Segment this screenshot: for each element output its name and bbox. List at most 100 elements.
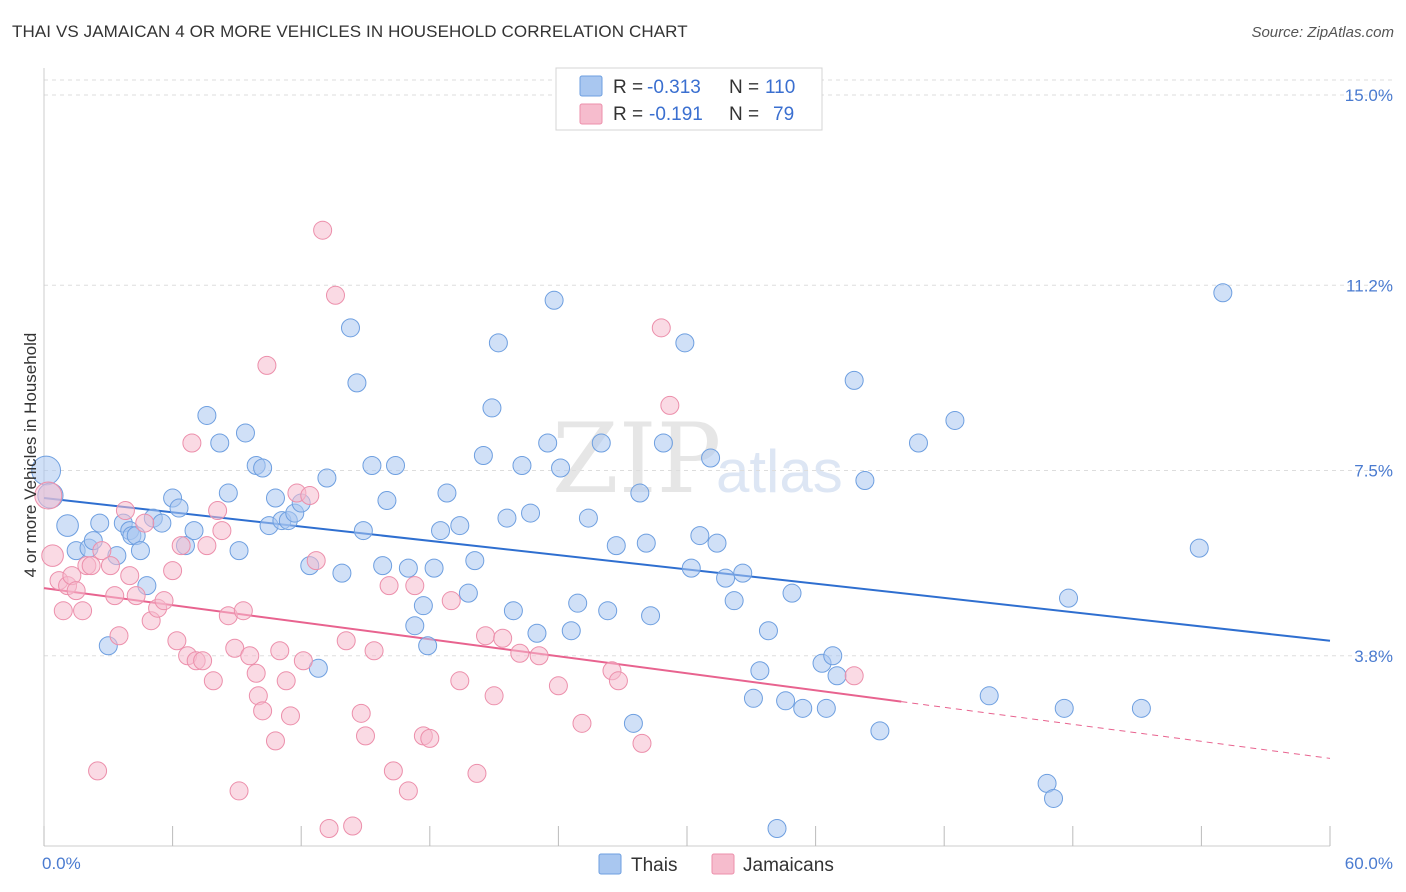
jamaican-point (420, 728, 440, 748)
thai-point (675, 333, 695, 353)
y-tick-label: 15.0% (1345, 86, 1393, 105)
thai-point (152, 513, 172, 533)
thai-point (653, 433, 673, 453)
thai-point (317, 468, 337, 488)
jamaican-point (182, 433, 202, 453)
jamaican-point (257, 355, 277, 375)
jamaican-point (240, 646, 260, 666)
thai-point (527, 623, 547, 643)
thai-point (707, 533, 727, 553)
thai-point (347, 373, 367, 393)
thai-point (503, 601, 523, 621)
jamaican-point (154, 591, 174, 611)
legend-jamaican-r-value: -0.191 (649, 104, 703, 125)
thai-point (793, 698, 813, 718)
thai-point (716, 568, 736, 588)
thai-point (743, 688, 763, 708)
thai-point (538, 433, 558, 453)
x-tick-label: 60.0% (1345, 854, 1393, 873)
jamaican-point (171, 536, 191, 556)
jamaican-point (405, 576, 425, 596)
thai-point (945, 410, 965, 430)
thai-point (488, 333, 508, 353)
jamaican-point (529, 646, 549, 666)
jamaican-point (34, 481, 63, 510)
thai-point (418, 636, 438, 656)
jamaican-point (109, 626, 129, 646)
jamaican-point (270, 641, 290, 661)
jamaican-point (276, 671, 296, 691)
thai-point (253, 458, 273, 478)
jamaican-point (105, 586, 125, 606)
thai-point (1054, 698, 1074, 718)
legend-thai-n-label: N = (729, 77, 759, 98)
thai-point (130, 541, 150, 561)
jamaican-point (197, 536, 217, 556)
thai-point (776, 691, 796, 711)
jamaican-point (398, 781, 418, 801)
jamaican-point (336, 631, 356, 651)
jamaican-point (100, 556, 120, 576)
thai-point (184, 521, 204, 541)
jamaican-point (343, 816, 363, 836)
thai-point (606, 536, 626, 556)
thai-point (690, 526, 710, 546)
jamaican-point (379, 576, 399, 596)
y-axis-title: 4 or more Vehicles in Household (21, 333, 40, 578)
jamaican-point (510, 643, 530, 663)
data-points (31, 220, 1233, 838)
jamaican-point (356, 726, 375, 746)
thai-point (1059, 588, 1079, 608)
jamaican-point (225, 638, 245, 658)
thai-point (908, 433, 928, 453)
jamaican-point (41, 544, 64, 567)
thai-point (551, 458, 571, 478)
jamaican-point (73, 601, 93, 621)
thai-point (521, 503, 541, 523)
jamaican-point (167, 631, 187, 651)
jamaican-point (660, 395, 680, 415)
thai-point (512, 456, 532, 476)
legend-thai-n-value: 110 (765, 77, 795, 98)
legend-thai-r-value: -0.313 (647, 77, 701, 98)
jamaican-point (229, 781, 249, 801)
y-tick-label: 11.2% (1346, 276, 1393, 295)
thai-point (782, 583, 802, 603)
legend-thai-r-label: R = (613, 77, 643, 98)
jamaican-point (467, 763, 487, 783)
jamaican-point (484, 686, 504, 706)
thai-point (353, 521, 373, 541)
thai-point (235, 423, 255, 443)
jamaican-point (306, 551, 326, 571)
jamaican-point (450, 671, 470, 691)
thai-point (758, 621, 778, 641)
thai-point (636, 533, 656, 553)
thai-point (465, 551, 485, 571)
jamaican-point (66, 581, 86, 601)
thai-point (265, 488, 285, 508)
thai-point (870, 721, 890, 741)
y-tick-label: 3.8% (1354, 647, 1393, 666)
legend-jamaican-n-label: N = (729, 104, 759, 125)
thai-point (458, 583, 478, 603)
jamaican-point (233, 601, 253, 621)
legend-jamaican-n-value: 79 (773, 104, 794, 125)
thai-point (724, 591, 744, 611)
chart-title: THAI VS JAMAICAN 4 OR MORE VEHICLES IN H… (12, 22, 688, 41)
jamaican-point (81, 556, 101, 576)
thai-point (56, 514, 79, 537)
y-tick-label: 7.5% (1354, 462, 1393, 481)
jamaican-point (246, 663, 266, 683)
thai-point (90, 513, 110, 533)
trend-lines (43, 497, 1331, 759)
grid-lines (44, 79, 1392, 657)
thai-point (362, 456, 382, 476)
thai-point (450, 516, 470, 536)
trend-line-dashed-1 (901, 701, 1331, 759)
legend-jamaican-r-label: R = (613, 104, 643, 125)
watermark-atlas: atlas (716, 438, 843, 505)
thai-point (681, 558, 701, 578)
jamaican-point (92, 541, 112, 561)
jamaican-point (325, 285, 345, 305)
